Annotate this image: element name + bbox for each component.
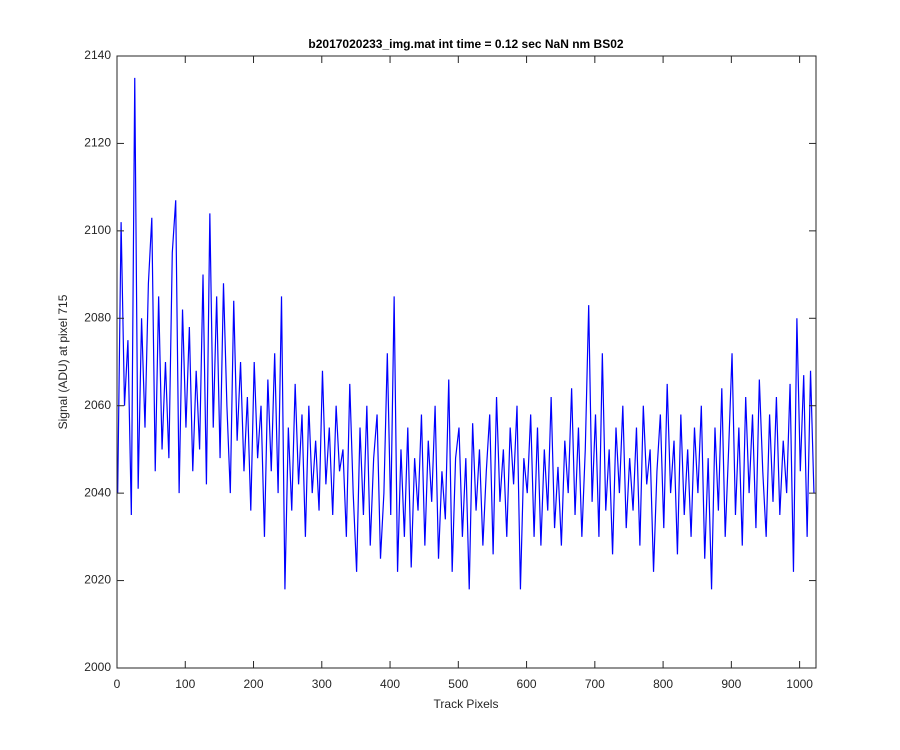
data-line [117, 77, 815, 590]
x-tick-label: 400 [380, 677, 400, 691]
y-axis-label: Signal (ADU) at pixel 715 [56, 294, 70, 429]
y-tick-label: 2060 [84, 398, 111, 412]
axes-box [116, 55, 817, 669]
x-tick-label: 700 [585, 677, 605, 691]
x-tick-label: 1000 [786, 677, 813, 691]
chart-title: b2017020233_img.mat int time = 0.12 sec … [308, 37, 623, 51]
y-tick-label: 2000 [84, 660, 111, 674]
y-tick-label: 2100 [84, 223, 111, 237]
x-tick-label: 800 [653, 677, 673, 691]
x-axis-label: Track Pixels [434, 697, 499, 711]
y-tick-label: 2120 [84, 136, 111, 150]
y-tick-label: 2080 [84, 310, 111, 324]
y-tick-label: 2040 [84, 485, 111, 499]
x-tick-label: 200 [244, 677, 264, 691]
x-tick-label: 0 [114, 677, 121, 691]
y-tick-label: 2140 [84, 48, 111, 62]
x-tick-label: 600 [517, 677, 537, 691]
y-tick-label: 2020 [84, 573, 111, 587]
x-tick-label: 500 [448, 677, 468, 691]
x-tick-label: 300 [312, 677, 332, 691]
x-tick-label: 100 [175, 677, 195, 691]
x-tick-label: 900 [721, 677, 741, 691]
plot-area [117, 56, 816, 668]
